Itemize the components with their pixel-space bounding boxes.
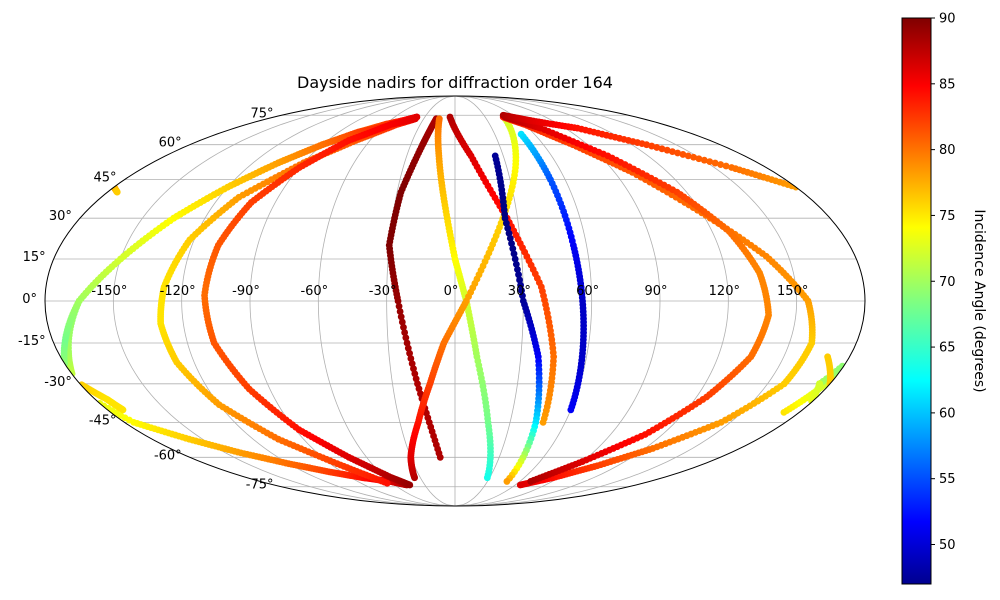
longitude-tick-label: -60° — [300, 284, 328, 299]
longitude-tick-label: -150° — [91, 284, 127, 299]
data-point — [406, 481, 414, 489]
latitude-tick-label: 60° — [159, 136, 182, 151]
data-point — [401, 329, 409, 336]
colorbar-tick-label: 80 — [939, 143, 956, 158]
data-point — [406, 349, 413, 357]
latitude-tick-label: 75° — [250, 106, 273, 121]
latitude-tick-label: 15° — [23, 250, 46, 265]
longitude-tick-label: 120° — [709, 284, 740, 299]
data-point — [436, 453, 444, 461]
latitude-tick-labels: -75° -60° -45° -30° -15° 0° 15° 30° 45° 60° 75° — [18, 106, 274, 492]
colorbar-ticks: 50 55 60 65 70 75 80 85 90 — [931, 12, 956, 553]
data-point — [394, 297, 402, 305]
grid-meridian — [181, 96, 456, 506]
data-point — [395, 302, 403, 310]
colorbar-tick-label: 60 — [939, 406, 956, 421]
graticule — [45, 96, 865, 506]
latitude-tick-label: -75° — [246, 478, 274, 493]
latitude-tick-label: -60° — [154, 448, 182, 463]
colorbar-tick-label: 65 — [939, 341, 956, 356]
longitude-tick-label: 150° — [777, 284, 808, 299]
data-point — [383, 479, 391, 487]
data-point — [516, 481, 524, 489]
data-point — [567, 406, 575, 414]
longitude-tick-label: -120° — [160, 284, 196, 299]
longitude-tick-labels: -150° -120° -90° -60° -30° 0° 30° 60° 90° 120° 150… — [91, 284, 808, 299]
chart-title: Dayside nadirs for diffraction order 164 — [297, 73, 613, 92]
data-point — [398, 318, 406, 326]
grid-meridian — [112, 96, 456, 506]
data-point — [397, 313, 405, 321]
data-point — [396, 308, 404, 315]
longitude-tick-label: 0° — [444, 284, 459, 299]
colorbar-tick-label: 75 — [939, 209, 956, 224]
colorbar-tick-label: 55 — [939, 472, 956, 487]
data-point — [408, 360, 416, 367]
data-point — [119, 406, 127, 414]
latitude-tick-label: -15° — [18, 334, 46, 349]
data-point — [113, 188, 121, 196]
colorbar-tick-label: 90 — [939, 12, 956, 27]
longitude-tick-label: 30° — [508, 284, 531, 299]
latitude-tick-label: 45° — [94, 171, 117, 186]
colorbar-tick-label: 85 — [939, 77, 956, 92]
grid-meridian — [454, 96, 593, 506]
data-point — [808, 397, 816, 405]
data-point — [404, 344, 412, 352]
latitude-tick-label: -30° — [44, 375, 72, 390]
data-point — [407, 355, 415, 362]
data-points — [60, 111, 846, 489]
longitude-tick-label: 90° — [644, 284, 667, 299]
grid-meridian — [317, 96, 456, 506]
colorbar-tick-label: 50 — [939, 538, 956, 553]
latitude-tick-label: -45° — [89, 413, 117, 428]
data-point — [527, 478, 535, 485]
data-point — [400, 323, 407, 331]
data-point — [539, 418, 547, 426]
data-point — [503, 478, 511, 485]
data-point — [403, 339, 411, 347]
longitude-tick-label: -30° — [369, 284, 397, 299]
colorbar-tick-label: 70 — [939, 275, 956, 290]
data-point — [402, 334, 410, 342]
longitude-tick-label: 60° — [576, 284, 599, 299]
grid-meridian — [454, 96, 798, 506]
data-point — [483, 474, 491, 482]
latitude-tick-label: 30° — [49, 209, 72, 224]
colorbar-label: Incidence Angle (degrees) — [971, 209, 987, 392]
colorbar: 50 55 60 65 70 75 80 85 90 Incidence Angle (degr… — [901, 12, 987, 585]
latitude-tick-label: 0° — [22, 292, 37, 307]
colorbar-gradient — [901, 17, 932, 585]
longitude-tick-label: -90° — [232, 284, 260, 299]
